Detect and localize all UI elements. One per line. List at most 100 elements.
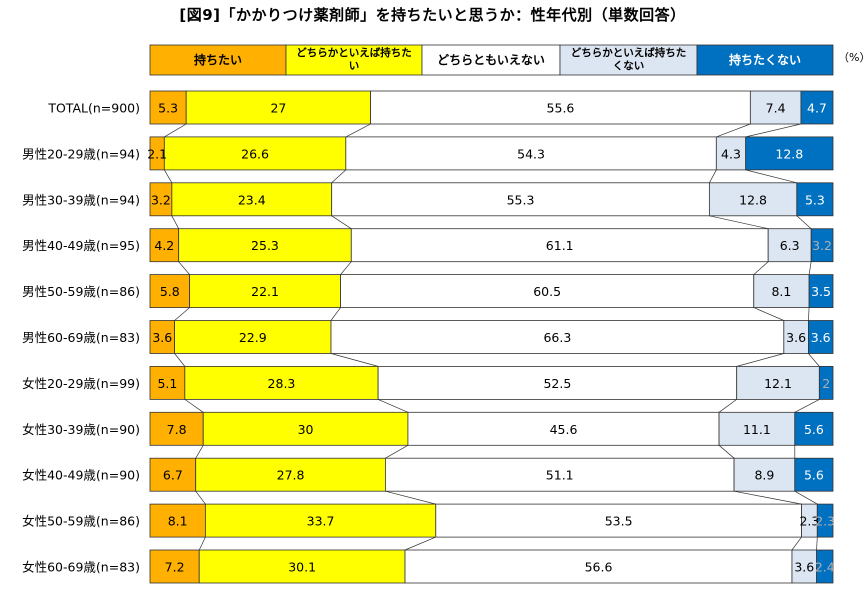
data-label: 60.5 [533,284,561,299]
data-label: 52.5 [543,376,571,391]
bar-segment [149,503,206,538]
data-label: 2.3 [815,514,835,529]
data-label: 12.1 [764,376,792,391]
bar-segment [331,182,710,217]
connector-line [753,307,784,321]
bar-segment [810,228,834,263]
bar-segment [435,503,802,538]
bar-segment [753,274,810,309]
data-label: 30.1 [288,560,316,575]
data-label: 45.6 [550,422,578,437]
connector-line [331,215,352,229]
data-label: 8.1 [168,514,188,529]
data-label: 6.7 [163,468,183,483]
data-label: 3.5 [811,284,831,299]
bar-segment [178,228,352,263]
connector-line [198,536,206,551]
data-label: 4.3 [721,146,741,161]
data-label: 33.7 [307,514,335,529]
data-label: 54.3 [517,146,545,161]
legend-label-2: どちらともいえない [437,53,545,67]
bar-segment [745,136,834,171]
legend-swatch-4 [696,44,834,76]
connector-line [718,399,737,413]
category-label: 女性20-29歳(n=99) [22,376,140,391]
data-label: 5.3 [805,192,825,207]
connector-line [330,353,379,367]
bar-segment [340,274,755,309]
bar-segment [800,90,834,125]
data-label: 66.3 [543,330,571,345]
connector-line [794,490,818,505]
data-label: 7.2 [165,560,185,575]
category-label: 男性60-69歳(n=83) [22,330,140,345]
connector-line [808,353,820,367]
bar-segment [149,549,200,584]
connector-line [174,353,186,367]
bar-segment [816,549,834,584]
connector-line [808,261,812,275]
data-label: 53.5 [605,514,633,529]
data-label: 12.8 [739,192,767,207]
connector-line [385,490,436,505]
bar-segment [370,90,751,125]
bar-segment [708,182,798,217]
data-label: 27.8 [277,468,305,483]
bar-segment [794,457,834,492]
bar-segment [816,503,834,538]
bar-segment [404,549,793,584]
category-label: 女性30-39歳(n=90) [22,422,140,437]
bar-segment [149,320,175,354]
bar-segment [149,274,191,309]
legend-label-0: 持ちたい [194,52,242,67]
category-label: 男性50-59歳(n=86) [22,284,140,299]
connector-line [794,399,820,413]
data-label: 22.9 [239,330,267,345]
legend: 持ちたい どちらかといえば持ちたい どちらともいえない どちらかといえば持ちたくない 持… [149,44,834,76]
bar-segment [198,549,406,584]
bar-segment [345,136,717,171]
bar-segment [736,365,820,400]
connector-line [718,445,735,459]
bar-segment [718,411,796,446]
bar-segment [202,411,409,446]
bar-segment [783,320,809,354]
connector-line [753,261,769,275]
connector-line [709,215,769,230]
data-label: 8.9 [754,468,774,483]
bar-segment [384,457,735,492]
bar-segment [818,365,834,400]
connector-line [745,169,797,184]
data-label: 7.8 [167,422,187,437]
data-label: 12.8 [775,146,803,161]
data-label: 55.3 [507,192,535,207]
data-label: 5.3 [158,101,178,116]
bar-segment [767,228,812,263]
labels: TOTAL(n=900) 5.3 27 55.6 7.4 4.7 男性20-29歳(n=94… [22,101,835,575]
data-label: 4.7 [807,101,827,116]
connector-line [340,261,352,275]
bar-segment [171,182,333,217]
data-label: 61.1 [546,238,574,253]
chart-title: [図9]「かかりつけ薬剤師」を持ちたいと思うか：性年代別（単数回答） [179,6,686,24]
data-label: 2.1 [147,146,167,161]
legend-swatch-2 [421,44,561,76]
connector-line [709,169,717,183]
connector-line [171,215,179,229]
connector-line [385,444,409,459]
data-label: 2 [822,376,830,391]
connector-line [791,536,802,551]
category-label: 男性40-49歳(n=95) [22,238,140,253]
category-label: 男性30-39歳(n=94) [22,192,140,207]
data-label: 3.6 [811,330,831,345]
data-label: 5.6 [804,422,824,437]
connector-line [184,399,204,413]
bar-segment [794,411,834,446]
data-label: 23.4 [238,192,266,207]
bar-segment [791,549,817,584]
bar-segment [189,274,341,309]
data-label: 5.8 [160,284,180,299]
data-label: 6.3 [780,238,800,253]
data-label: 25.3 [251,238,279,253]
